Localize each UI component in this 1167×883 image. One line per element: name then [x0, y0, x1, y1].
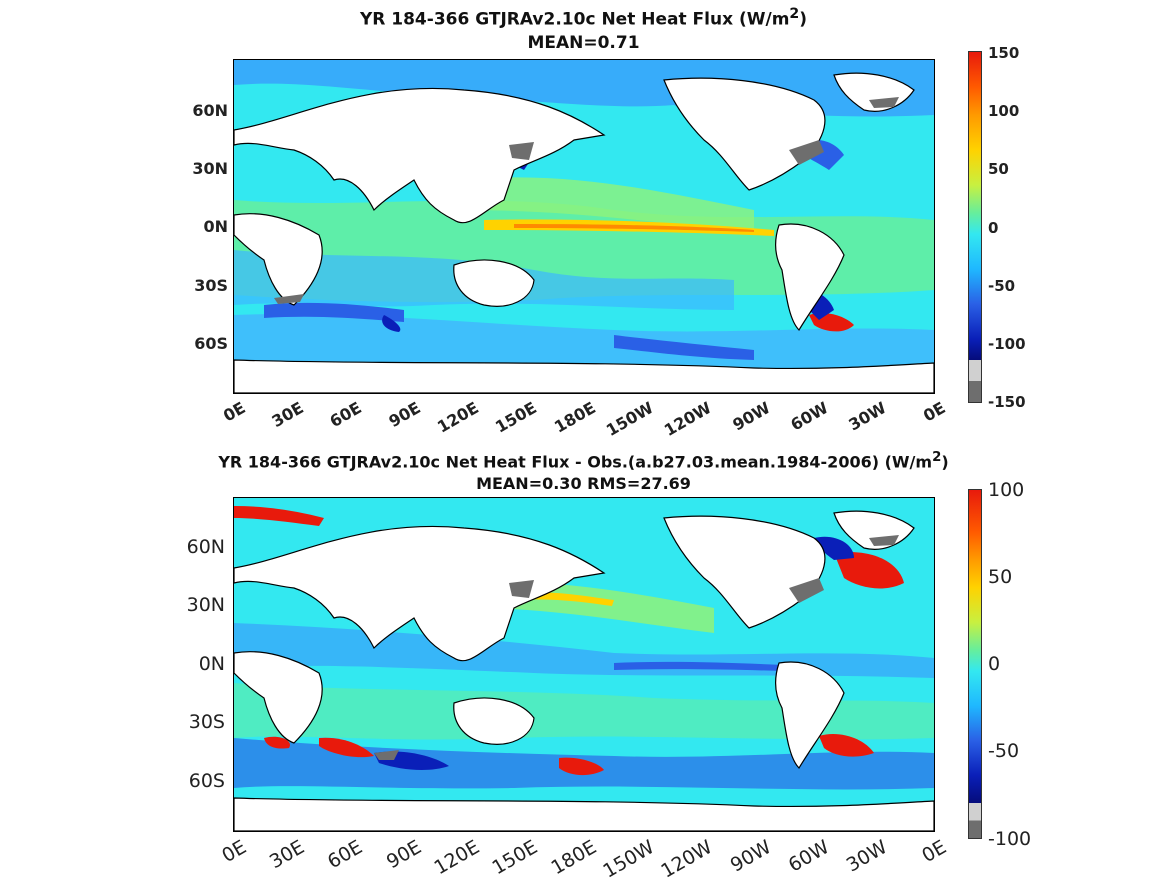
bottom-xlabel-60e: 60E — [323, 836, 366, 874]
top-cb-label-neg100: -100 — [988, 335, 1026, 353]
top-title-close: ) — [799, 9, 808, 30]
top-map-graphic — [234, 60, 934, 393]
bottom-colorbar — [968, 489, 982, 839]
bottom-map-title: YR 184-366 GTJRAv2.10c Net Heat Flux - O… — [0, 450, 1167, 471]
bottom-ylabel-60n: 60N — [186, 536, 225, 558]
bottom-cb-label-neg50: -50 — [988, 740, 1020, 762]
bottom-title-close: ) — [941, 452, 949, 472]
top-xlabel-180e: 180E — [550, 398, 599, 437]
top-xlabel-0e-end: 0E — [919, 398, 949, 426]
top-heat-flux-map — [233, 59, 935, 394]
bottom-title-text: YR 184-366 GTJRAv2.10c Net Heat Flux - O… — [218, 452, 933, 472]
top-ylabel-60s: 60S — [194, 334, 228, 353]
bottom-xlabel-0e: 0E — [218, 836, 250, 868]
top-title-text: YR 184-366 GTJRAv2.10c Net Heat Flux (W/… — [359, 9, 790, 30]
top-cb-label-neg50: -50 — [988, 277, 1016, 295]
top-xlabel-30e: 30E — [268, 398, 307, 432]
top-xlabel-60e: 60E — [326, 398, 365, 432]
bottom-xlabel-90w: 90W — [726, 836, 775, 877]
top-cb-label-0: 0 — [988, 219, 999, 237]
bottom-xlabel-90e: 90E — [382, 836, 425, 874]
bottom-xlabel-120w: 120W — [657, 836, 716, 883]
top-cb-label-neg150: -150 — [988, 393, 1026, 411]
top-xlabel-0e: 0E — [219, 398, 249, 426]
bottom-xlabel-180e: 180E — [547, 836, 600, 880]
bottom-cb-label-100: 100 — [988, 479, 1025, 501]
bottom-title-superscript: 2 — [932, 450, 942, 465]
top-cb-label-100: 100 — [988, 102, 1020, 120]
top-ylabel-30n: 30N — [192, 159, 228, 178]
bottom-cb-label-0: 0 — [988, 653, 1001, 675]
top-xlabel-120e: 120E — [433, 398, 482, 437]
bottom-xlabel-60w: 60W — [784, 836, 833, 877]
top-cb-label-150: 150 — [988, 44, 1020, 62]
top-xlabel-90e: 90E — [385, 398, 424, 432]
top-map-mean: MEAN=0.71 — [527, 33, 640, 53]
top-colorbar — [968, 51, 982, 403]
top-ylabel-60n: 60N — [192, 101, 228, 120]
bottom-xlabel-0e-end: 0E — [918, 836, 950, 868]
bottom-map-stats: MEAN=0.30 RMS=27.69 — [476, 474, 691, 493]
top-ylabel-0n: 0N — [203, 217, 228, 236]
bottom-cb-label-50: 50 — [988, 566, 1013, 588]
top-map-title: YR 184-366 GTJRAv2.10c Net Heat Flux (W/… — [0, 6, 1167, 30]
bottom-xlabel-120e: 120E — [430, 836, 483, 880]
bottom-xlabel-30w: 30W — [842, 836, 891, 877]
top-xlabel-30w: 30W — [845, 398, 890, 435]
bottom-cb-label-neg100: -100 — [988, 828, 1032, 850]
top-xlabel-150w: 150W — [602, 398, 657, 440]
top-xlabel-90w: 90W — [729, 398, 774, 435]
bottom-xlabel-30e: 30E — [265, 836, 308, 874]
bottom-xlabel-150w: 150W — [599, 836, 658, 883]
bottom-ylabel-60s: 60S — [188, 770, 225, 792]
top-title-superscript: 2 — [789, 6, 800, 22]
top-cb-label-50: 50 — [988, 160, 1009, 178]
bottom-ylabel-30s: 30S — [188, 711, 225, 733]
bottom-xlabel-150e: 150E — [488, 836, 541, 880]
bottom-map-graphic — [234, 498, 934, 831]
top-xlabel-120w: 120W — [660, 398, 715, 440]
bottom-ylabel-0n: 0N — [198, 653, 225, 675]
top-ylabel-30s: 30S — [194, 276, 228, 295]
bottom-ylabel-30n: 30N — [186, 594, 225, 616]
bottom-heat-flux-diff-map — [233, 497, 935, 832]
top-xlabel-150e: 150E — [491, 398, 540, 437]
top-xlabel-60w: 60W — [787, 398, 832, 435]
